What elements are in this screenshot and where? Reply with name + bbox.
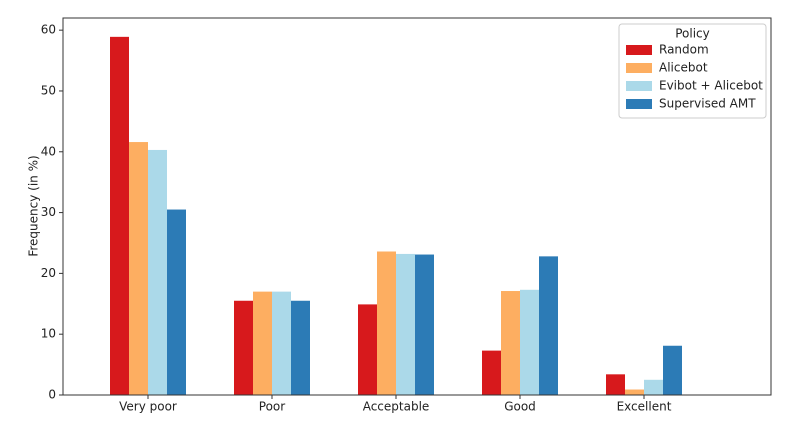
bar xyxy=(663,345,682,395)
bar xyxy=(272,291,291,395)
y-tick-label: 10 xyxy=(41,327,56,341)
bar xyxy=(377,251,396,395)
bar xyxy=(253,291,272,395)
x-tick-label: Very poor xyxy=(119,400,177,414)
legend-label: Random xyxy=(659,43,709,57)
y-tick-label: 20 xyxy=(41,266,56,280)
bar xyxy=(110,36,129,395)
legend-box xyxy=(618,23,767,119)
bar xyxy=(644,379,663,395)
bar xyxy=(625,389,644,395)
y-tick-label: 40 xyxy=(41,144,56,158)
bar xyxy=(291,300,310,395)
x-tick-label: Good xyxy=(504,400,536,414)
x-tick-label: Excellent xyxy=(617,400,672,414)
y-axis-label: Frequency (in %) xyxy=(27,155,41,256)
bar xyxy=(358,304,377,395)
legend-swatch xyxy=(626,99,652,109)
bar xyxy=(167,209,186,395)
legend-label: Alicebot xyxy=(659,61,708,75)
legend-swatch xyxy=(626,45,652,55)
plot-frame xyxy=(62,17,772,396)
bar xyxy=(415,254,434,395)
y-tick-label: 60 xyxy=(41,23,56,37)
legend-title: Policy xyxy=(675,27,710,41)
legend-swatch xyxy=(626,81,652,91)
bar xyxy=(606,374,625,395)
x-tick-label: Acceptable xyxy=(363,400,430,414)
bar xyxy=(129,142,148,395)
y-tick-label: 50 xyxy=(41,83,56,97)
y-tick-label: 0 xyxy=(48,388,56,402)
bar xyxy=(234,300,253,395)
bar xyxy=(482,350,501,395)
legend-label: Evibot + Alicebot xyxy=(659,79,763,93)
legend-label: Supervised AMT xyxy=(659,97,756,111)
bar xyxy=(520,289,539,395)
bar xyxy=(148,149,167,395)
legend-swatch xyxy=(626,63,652,73)
x-tick-label: Poor xyxy=(259,400,285,414)
bar xyxy=(501,291,520,395)
bar xyxy=(396,253,415,395)
bar xyxy=(539,256,558,395)
y-tick-label: 30 xyxy=(41,205,56,219)
